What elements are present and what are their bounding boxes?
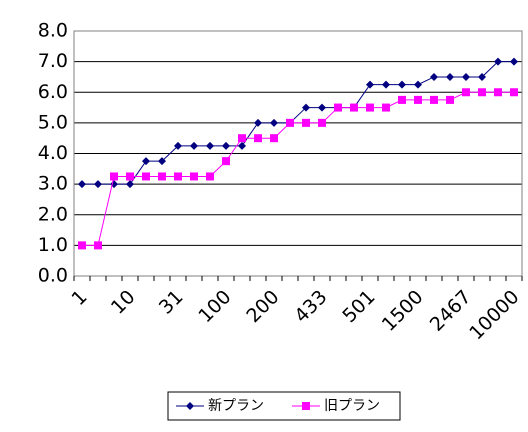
point (174, 172, 182, 181)
point (302, 103, 310, 112)
point (478, 88, 486, 97)
point (430, 72, 438, 81)
point (254, 134, 262, 143)
point (334, 103, 342, 112)
point (270, 134, 278, 143)
y-tick-label: 3.0 (38, 173, 68, 195)
point (174, 141, 182, 150)
point (350, 103, 358, 112)
legend-marker (186, 402, 194, 410)
point (222, 157, 230, 166)
point (142, 157, 150, 166)
point (126, 172, 134, 181)
legend-box (167, 391, 401, 421)
point (382, 80, 390, 89)
series (78, 57, 518, 189)
point (414, 80, 422, 89)
legend-label: 旧プラン (324, 398, 380, 414)
series (78, 88, 518, 250)
y-tick-label: 6.0 (38, 81, 68, 103)
point (254, 118, 262, 127)
y-tick-label: 4.0 (38, 142, 68, 164)
point (190, 141, 198, 150)
point (158, 172, 166, 181)
point (510, 88, 518, 97)
point (318, 118, 326, 127)
point (206, 141, 214, 150)
y-tick-label: 8.0 (38, 20, 68, 42)
point (238, 141, 246, 150)
point (94, 180, 102, 189)
point (110, 172, 118, 181)
point (126, 180, 134, 189)
point (270, 118, 278, 127)
point (366, 103, 374, 112)
y-tick-label: 0.0 (38, 265, 68, 287)
legend-marker (302, 402, 310, 410)
point (142, 172, 150, 181)
point (494, 88, 502, 97)
point (462, 88, 470, 97)
point (382, 103, 390, 112)
y-tick-label: 1.0 (38, 234, 68, 256)
point (238, 134, 246, 143)
point (190, 172, 198, 181)
point (414, 95, 422, 104)
y-tick-label: 5.0 (38, 111, 68, 133)
y-tick-label: 2.0 (38, 203, 68, 225)
point (462, 72, 470, 81)
point (302, 118, 310, 127)
point (318, 103, 326, 112)
point (222, 141, 230, 150)
point (398, 80, 406, 89)
point (494, 57, 502, 66)
point (478, 72, 486, 81)
point (158, 157, 166, 166)
legend: 新プラン 旧プラン (167, 391, 401, 421)
point (366, 80, 374, 89)
point (78, 241, 86, 250)
series-line (82, 91, 514, 246)
series-line (82, 61, 514, 185)
legend-label: 新プラン (208, 398, 264, 414)
point (510, 57, 518, 66)
y-tick-label: 7.0 (38, 50, 68, 72)
point (286, 118, 294, 127)
point (430, 95, 438, 104)
point (398, 95, 406, 104)
point (206, 172, 214, 181)
point (446, 95, 454, 104)
point (446, 72, 454, 81)
point (78, 180, 86, 189)
point (94, 241, 102, 250)
